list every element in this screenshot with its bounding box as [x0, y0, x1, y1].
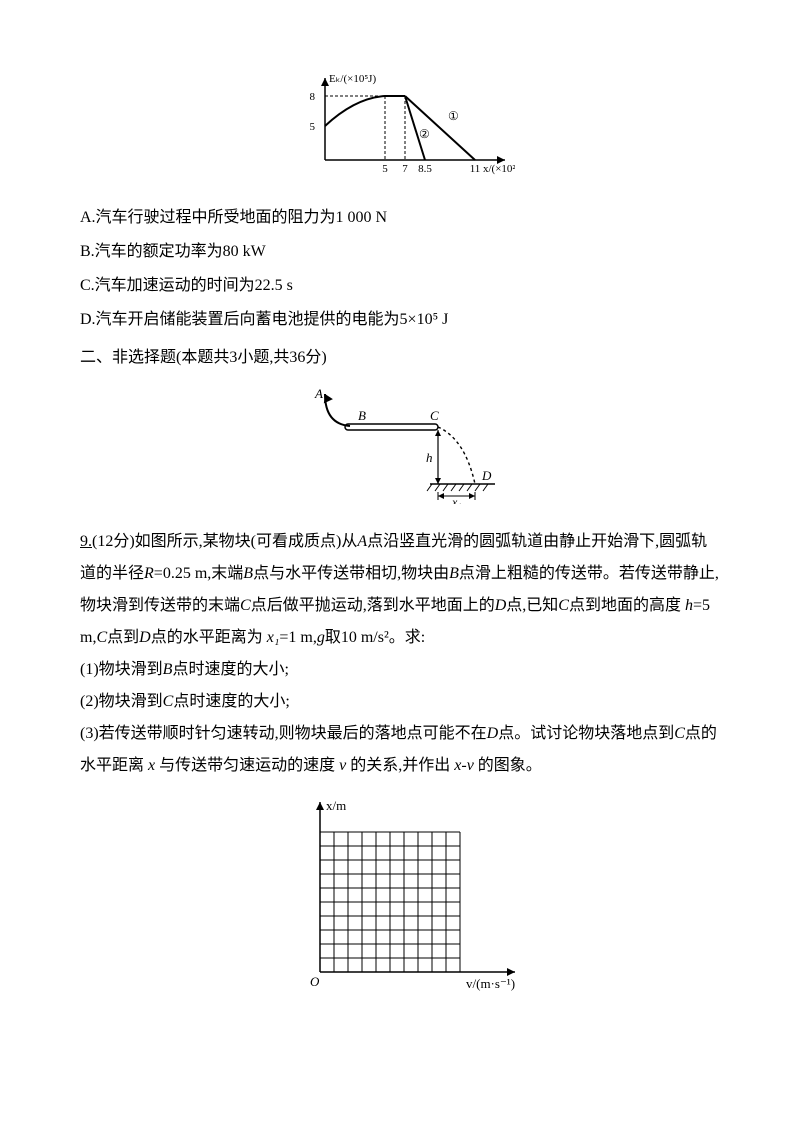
q9-sub1: (1)物块滑到B点时速度的大小; — [80, 654, 720, 686]
chart2-xlabel: v/(m·s⁻¹) — [466, 976, 515, 991]
blank-grid-figure: x/m O v/(m·s⁻¹) — [80, 792, 720, 1014]
chart1-xlabel: x/(×10²m) — [483, 163, 515, 175]
xtick-5: 5 — [382, 163, 388, 175]
label-B: B — [358, 408, 366, 423]
ytick-8: 8 — [310, 91, 316, 103]
xtick-7: 7 — [402, 163, 408, 175]
option-d: D.汽车开启储能装置后向蓄电池提供的电能为5×10⁵ J — [80, 304, 720, 336]
question-9: 9.(12分)如图所示,某物块(可看成质点)从A点沿竖直光滑的圆弧轨道由静止开始… — [80, 526, 720, 654]
option-b: B.汽车的额定功率为80 kW — [80, 236, 720, 268]
q9-sub2: (2)物块滑到C点时速度的大小; — [80, 686, 720, 718]
xtick-11: 11 — [470, 163, 481, 175]
energy-chart-svg: 5 8 Eₖ/(×10⁵J) ① ② 5 7 8.5 11 x/(×10²m) — [285, 70, 515, 180]
label-x1: x₁ — [451, 495, 462, 504]
chart1-ylabel: Eₖ/(×10⁵J) — [329, 73, 376, 85]
anno-1: ① — [448, 109, 459, 123]
setup-diagram: A B C h D x₁ — [80, 384, 720, 516]
option-a: A.汽车行驶过程中所受地面的阻力为1 000 N — [80, 202, 720, 234]
energy-chart-figure: 5 8 Eₖ/(×10⁵J) ① ② 5 7 8.5 11 x/(×10²m) — [80, 70, 720, 192]
q9-sub3: (3)若传送带顺时针匀速转动,则物块最后的落地点可能不在D点。试讨论物块落地点到… — [80, 718, 720, 782]
label-h: h — [426, 450, 433, 465]
label-C: C — [430, 408, 439, 423]
q9-num: 9. — [80, 533, 92, 550]
label-A: A — [314, 386, 323, 401]
section-2-title: 二、非选择题(本题共3小题,共36分) — [80, 342, 720, 374]
xtick-85: 8.5 — [418, 163, 432, 175]
option-c: C.汽车加速运动的时间为22.5 s — [80, 270, 720, 302]
ytick-5: 5 — [310, 121, 316, 133]
setup-svg: A B C h D x₁ — [270, 384, 530, 504]
chart2-ylabel: x/m — [326, 798, 346, 813]
label-D: D — [481, 468, 492, 483]
chart2-origin: O — [310, 974, 320, 989]
blank-grid-svg: x/m O v/(m·s⁻¹) — [270, 792, 530, 1002]
anno-2: ② — [419, 127, 430, 141]
q9-score: (12分) — [92, 533, 135, 550]
